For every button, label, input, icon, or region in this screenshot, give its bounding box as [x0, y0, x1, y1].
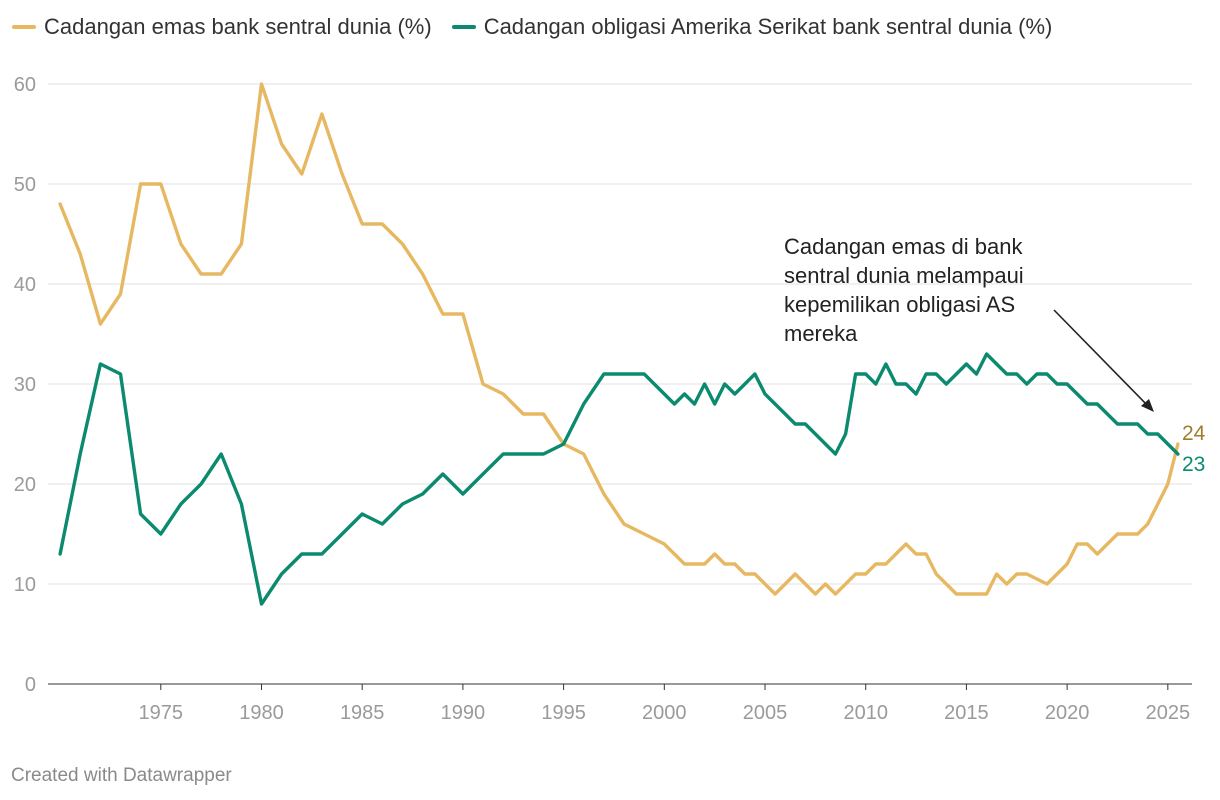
- y-tick-label: 20: [14, 474, 36, 496]
- x-axis: 1975 1980 1985 1990 1995 2000 2005 2010 2015 2020…: [139, 684, 1191, 724]
- x-tick-label: 2025: [1146, 702, 1191, 724]
- legend-item-gold: Cadangan emas bank sentral dunia (%): [12, 14, 432, 40]
- end-label-bonds: 23: [1182, 453, 1205, 476]
- y-tick-label: 40: [14, 274, 36, 296]
- legend-label-bonds: Cadangan obligasi Amerika Serikat bank s…: [483, 14, 1053, 39]
- y-tick-label: 60: [14, 74, 36, 96]
- annotation-arrow-head: [1141, 399, 1154, 412]
- y-tick-label: 50: [14, 174, 36, 196]
- legend-swatch-gold: [12, 25, 36, 29]
- x-tick-label: 2015: [944, 702, 989, 724]
- annotation-arrow-line: [1053, 309, 1151, 409]
- y-tick-label: 0: [25, 674, 36, 696]
- x-tick-label: 2020: [1045, 702, 1090, 724]
- x-tick-label: 1995: [541, 702, 586, 724]
- x-tick-label: 1985: [340, 702, 385, 724]
- annotation-arrow: [1053, 309, 1154, 412]
- x-tick-label: 1975: [139, 702, 184, 724]
- grid-layer: 0 10 20 30 40 50 60: [14, 74, 1192, 696]
- x-tick-label: 2000: [642, 702, 687, 724]
- legend-label-gold: Cadangan emas bank sentral dunia (%): [44, 14, 432, 39]
- gold-series-line: [58, 82, 1180, 596]
- end-label-gold: 24: [1182, 422, 1206, 445]
- x-tick-label: 1990: [441, 702, 486, 724]
- x-tick-label: 1980: [239, 702, 284, 724]
- x-tick-label: 2010: [843, 702, 888, 724]
- y-tick-label: 30: [14, 374, 36, 396]
- chart-legend: Cadangan emas bank sentral dunia (%) Cad…: [12, 14, 1052, 40]
- x-tick-label: 2005: [743, 702, 788, 724]
- bonds-series-line: [58, 352, 1180, 606]
- legend-item-bonds: Cadangan obligasi Amerika Serikat bank s…: [451, 14, 1053, 40]
- credit-text: Created with Datawrapper: [11, 765, 232, 786]
- y-tick-label: 10: [14, 574, 36, 596]
- legend-swatch-bonds: [451, 25, 476, 29]
- series-layer: [58, 82, 1180, 606]
- chart-annotation: Cadangan emas di bank sentral dunia mela…: [784, 234, 1024, 346]
